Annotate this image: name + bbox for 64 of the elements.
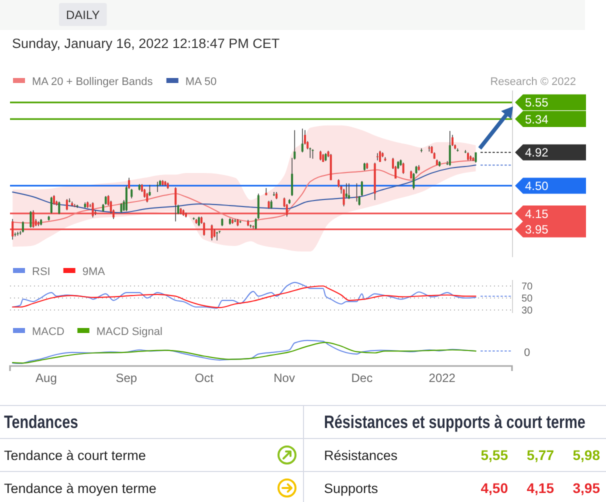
candlestick <box>92 202 94 218</box>
text: 3,95 <box>572 480 600 496</box>
x-tick-label: Aug <box>36 371 57 385</box>
text: Research © 2022 <box>490 76 576 88</box>
text: 4,50 <box>480 480 508 496</box>
legend-label: MACD <box>32 326 64 338</box>
candlestick <box>402 162 404 174</box>
candlestick <box>210 224 213 241</box>
candlestick <box>120 202 122 214</box>
candlestick <box>32 210 34 228</box>
text: Tendances <box>4 412 78 432</box>
candlestick <box>301 128 304 153</box>
ref-line-label: 5.55 <box>525 96 549 110</box>
text: Résistances et supports à court terme <box>324 412 586 432</box>
text: 4,15 <box>526 480 554 496</box>
candlestick <box>360 180 363 196</box>
candlestick <box>412 172 415 190</box>
ref-line-label: 4.15 <box>525 206 549 221</box>
x-tick-label: 2022 <box>428 371 456 385</box>
candlestick <box>420 148 422 153</box>
candlestick <box>198 216 200 227</box>
category-label: Supports <box>324 481 378 496</box>
category-label: Tendance à moyen terme <box>4 481 156 496</box>
category-label: Résistances <box>324 448 398 463</box>
legend-label: 9MA <box>82 266 106 278</box>
x-tick-label: Dec <box>351 371 373 385</box>
candlestick <box>348 182 350 200</box>
candlestick <box>254 218 257 230</box>
chart-subtitle: Sunday, January 16, 2022 12:18:47 PM CET <box>12 36 280 51</box>
x-tick-label: Nov <box>274 371 295 385</box>
chart-title: DAILY <box>66 8 100 22</box>
ref-line-label: 4.50 <box>525 179 549 193</box>
legend-label: RSI <box>32 266 50 278</box>
y-tick-label: 30 <box>521 306 533 316</box>
candlestick <box>216 231 218 241</box>
candlestick <box>174 186 177 222</box>
legend-label: MA 50 <box>185 76 217 88</box>
x-tick-label: Sep <box>116 371 138 385</box>
data-label: 4.92 <box>525 146 549 160</box>
category-label: Tendance à court terme <box>4 448 146 463</box>
candlestick <box>320 150 322 161</box>
candlestick <box>312 148 314 160</box>
ref-line-label: 5.34 <box>525 112 549 126</box>
text: 0 <box>524 346 530 359</box>
ref-line-label: 3.95 <box>525 222 549 237</box>
text: 5,77 <box>526 447 554 463</box>
y-tick-label: 50 <box>521 294 533 304</box>
y-tick-label: 70 <box>521 282 533 292</box>
candlestick <box>257 193 260 220</box>
candlestick <box>50 196 52 214</box>
candlestick <box>448 130 451 166</box>
candlestick <box>379 150 382 162</box>
candlestick <box>345 182 348 198</box>
legend-label: MA 20 + Bollinger Bands <box>32 76 154 88</box>
candlestick <box>66 198 68 211</box>
candlestick <box>30 210 32 228</box>
text: 5,98 <box>572 447 600 463</box>
text: 5,55 <box>480 447 508 463</box>
candlestick <box>130 188 133 199</box>
legend-label: MACD Signal <box>96 326 162 338</box>
candlestick <box>58 201 60 215</box>
candlestick <box>12 218 14 240</box>
candlestick <box>22 221 24 233</box>
x-tick-label: Oct <box>194 371 214 385</box>
